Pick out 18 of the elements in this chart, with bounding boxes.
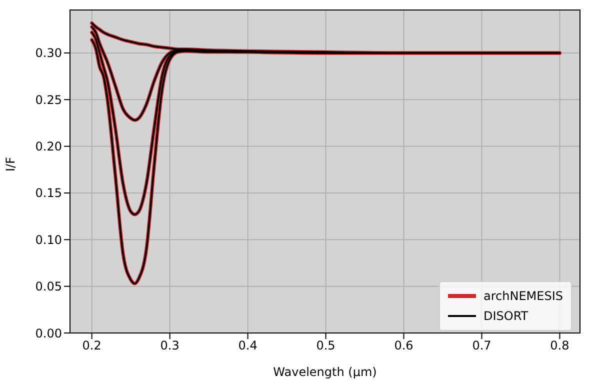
y-tick-label: 0.10 [35, 232, 62, 247]
x-tick-label: 0.5 [316, 338, 336, 353]
x-tick-label: 0.6 [394, 338, 414, 353]
legend-label: DISORT [484, 308, 528, 325]
x-tick-label: 0.4 [238, 338, 258, 353]
y-tick-label: 0.15 [35, 186, 62, 200]
x-tick-label: 0.7 [472, 338, 492, 353]
y-tick-label: 0.30 [35, 46, 62, 60]
legend-label: archNEMESIS [484, 288, 563, 305]
y-axis-title: I/F [3, 156, 18, 172]
x-tick-label: 0.3 [160, 338, 180, 353]
x-tick-label: 0.8 [550, 338, 570, 353]
y-tick-label: 0.05 [35, 280, 62, 294]
x-tick-label: 0.2 [82, 338, 102, 353]
y-tick-label: 0.00 [35, 326, 62, 340]
x-axis-title: Wavelength (μm) [273, 365, 377, 379]
y-tick-label: 0.20 [35, 140, 62, 154]
y-tick-label: 0.25 [35, 92, 62, 107]
